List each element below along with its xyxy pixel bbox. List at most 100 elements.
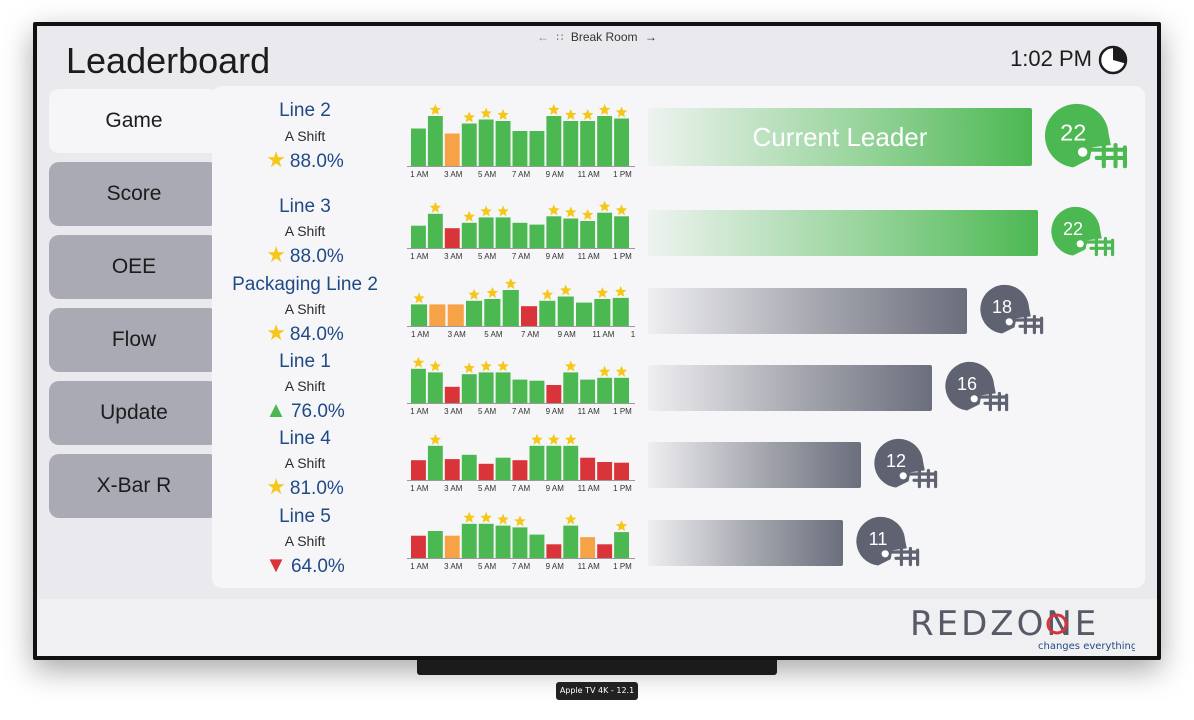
hour-bar: [461, 523, 477, 558]
hour-bar: [512, 527, 528, 558]
star-icon: [615, 285, 627, 297]
hour-bar: [546, 216, 562, 248]
hour-bar: [539, 300, 556, 326]
percent-value: ▼ 64.0%: [212, 552, 398, 578]
helmet-facemask: [890, 546, 920, 567]
location-label: Break Room: [570, 30, 638, 44]
star-icon: ★: [266, 242, 286, 267]
helmet-icon: 22: [1044, 103, 1128, 169]
hour-tick-label: 1 AM: [410, 562, 429, 571]
percent-value: ▲ 76.0%: [212, 397, 398, 423]
hour-bar: [594, 299, 611, 326]
hour-bar: [461, 374, 477, 403]
trend-up-icon: ▲: [265, 397, 287, 422]
hour-bar: [521, 306, 538, 326]
helmet-facemask: [908, 468, 938, 489]
hour-tick-label: 3 AM: [444, 407, 463, 416]
percent-text: 88.0%: [289, 246, 344, 267]
tv-screen: ← ∷ Break Room → Leaderboard 1:02 PM Gam…: [37, 26, 1157, 656]
hour-bar: [427, 213, 443, 248]
star-icon: [615, 520, 628, 531]
star-icon: [548, 104, 560, 115]
star-icon: [468, 288, 480, 300]
hour-bar: [461, 454, 477, 480]
helmet-ear-hole: [1076, 240, 1084, 248]
percent-text: 64.0%: [290, 556, 345, 577]
hour-tick-label: 1 AM: [410, 170, 429, 179]
clock-time: 1:02 PM: [1010, 46, 1092, 71]
tv-frame: ← ∷ Break Room → Leaderboard 1:02 PM Gam…: [33, 22, 1161, 660]
tab-oee[interactable]: OEE: [49, 235, 219, 299]
helmet-icon: 11: [856, 516, 920, 567]
hour-bar: [580, 121, 596, 166]
arrow-right-icon[interactable]: →: [644, 30, 657, 44]
tab-xbar-r[interactable]: X-Bar R: [49, 454, 219, 518]
hour-bar: [502, 290, 519, 326]
helmet-facemask: [979, 391, 1009, 412]
star-icon: [480, 205, 492, 217]
hour-tick-label: 7 AM: [512, 484, 531, 493]
score-bar: [648, 288, 967, 334]
helmet-facemask: [1085, 236, 1115, 257]
hour-tick-label: 11 AM: [578, 484, 600, 493]
hour-bar: [580, 457, 596, 480]
hour-bar: [512, 131, 528, 166]
hour-bar: [495, 372, 511, 403]
hour-bar: [447, 304, 464, 326]
hour-tick-label: 1 PM: [613, 562, 632, 571]
tab-game[interactable]: Game: [49, 89, 219, 153]
helmet-shell: [874, 438, 925, 488]
star-icon: ★: [266, 474, 286, 499]
hour-tick-label: 1 AM: [410, 252, 429, 261]
line-name: Line 4: [279, 428, 331, 449]
hour-bar: [444, 133, 460, 166]
star-icon: [615, 204, 628, 216]
shift-label: A Shift: [284, 301, 326, 317]
hour-bar: [597, 116, 613, 166]
hour-bar: [614, 532, 629, 558]
hour-bar: [429, 304, 446, 326]
hour-bar: [466, 300, 483, 326]
tab-score[interactable]: Score: [49, 162, 219, 226]
grid-icon: ∷: [556, 32, 564, 44]
shift-label: A Shift: [284, 455, 326, 471]
hour-tick-label: 1 PM: [613, 252, 632, 261]
star-icon: [565, 109, 577, 120]
arrow-left-icon[interactable]: ←: [537, 30, 550, 44]
logo-tagline: changes everything: [1038, 641, 1135, 652]
hour-tick-label: 3 AM: [444, 170, 463, 179]
helmet-ear-hole: [881, 550, 889, 558]
star-icon: [480, 360, 492, 372]
star-icon: [429, 201, 442, 213]
hour-bar: [478, 217, 494, 248]
logo-text: REDZONE: [910, 604, 1099, 644]
hour-tick-label: 7 AM: [512, 562, 531, 571]
line-name: Line 3: [279, 196, 331, 217]
score-value: 11: [869, 529, 888, 549]
hour-tick-label: 11 AM: [578, 407, 600, 416]
hour-tick-label: 9 AM: [558, 330, 577, 339]
tab-flow[interactable]: Flow: [49, 308, 219, 372]
star-icon: [505, 278, 517, 289]
tab-update[interactable]: Update: [49, 381, 219, 445]
hour-bar: [529, 534, 545, 558]
helmet-icon: 18: [980, 284, 1044, 335]
hour-tick-label: 9 AM: [546, 484, 565, 493]
hour-bar: [427, 116, 443, 166]
hour-tick-label: 3 AM: [444, 484, 463, 493]
percent-text: 76.0%: [290, 401, 345, 422]
hour-bar: [512, 460, 528, 480]
device-label: Apple TV 4K - 12.1: [556, 682, 638, 700]
star-icon: [531, 433, 543, 445]
hour-tick-label: 5 AM: [478, 562, 497, 571]
star-icon: [497, 205, 509, 217]
tv-stand: [417, 660, 777, 675]
hour-tick-label: 3 AM: [448, 330, 467, 339]
line-name: Line 5: [279, 506, 331, 527]
hour-tick-label: 9 AM: [546, 407, 565, 416]
hour-bar: [411, 535, 426, 558]
helmet-shell: [980, 284, 1031, 334]
